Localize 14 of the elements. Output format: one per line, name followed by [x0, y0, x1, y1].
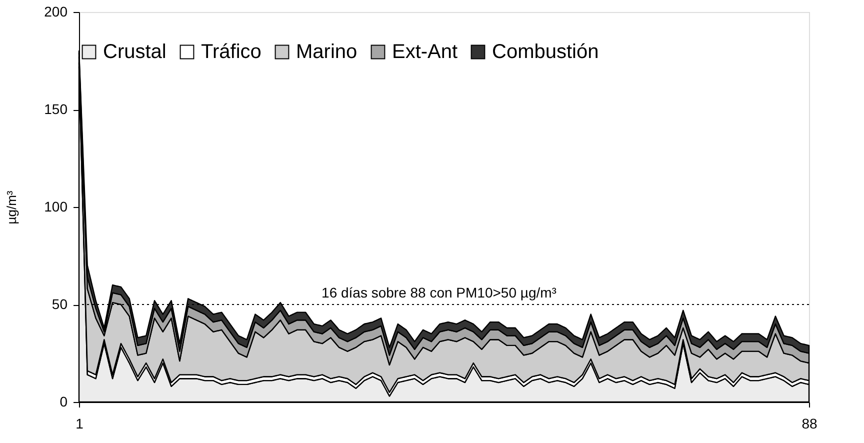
x-tick-label: 1 [76, 416, 84, 432]
y-tick-label: 50 [52, 296, 68, 312]
legend-label: Marino [296, 41, 358, 63]
x-tick-label: 88 [802, 416, 818, 432]
y-tick-label: 150 [44, 101, 68, 117]
legend-label: Ext-Ant [392, 41, 458, 63]
legend-label: Combustión [492, 41, 599, 63]
y-axis-title: µg/m³ [4, 190, 20, 224]
y-tick-label: 100 [44, 198, 68, 214]
y-tick-label: 200 [44, 4, 68, 20]
ref-line-label: 16 días sobre 88 con PM10>50 µg/m³ [322, 284, 557, 300]
legend-label: Crustal [103, 41, 166, 63]
y-tick-label: 0 [60, 394, 68, 410]
legend-label: Tráfico [201, 41, 262, 63]
